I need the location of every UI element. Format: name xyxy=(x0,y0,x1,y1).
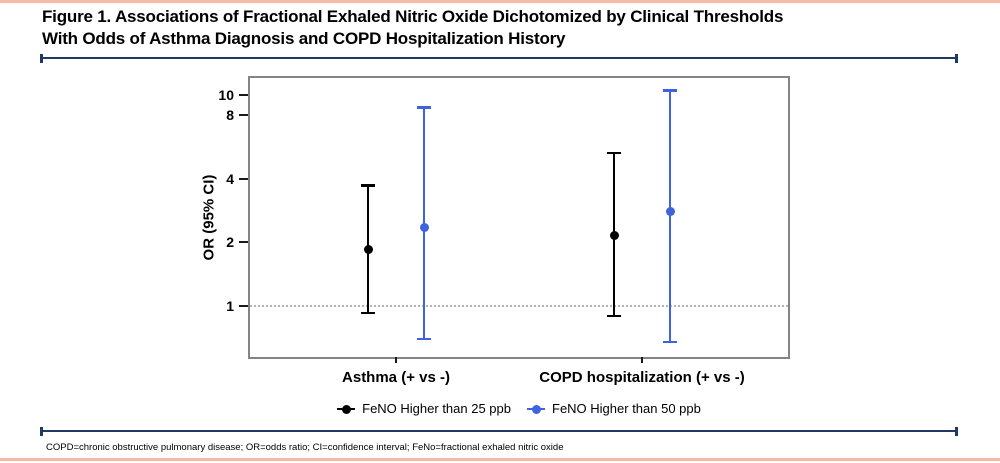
rule-endcap-right xyxy=(955,54,958,63)
rule-endcap-left xyxy=(40,427,43,436)
legend-label: FeNO Higher than 25 ppb xyxy=(362,401,511,416)
ci-upper-cap xyxy=(607,151,621,155)
bottom-accent-strip xyxy=(0,458,1000,461)
reference-line-or1 xyxy=(250,304,788,307)
odds-ratio-point xyxy=(665,206,675,216)
figure-title-line2: With Odds of Asthma Diagnosis and COPD H… xyxy=(42,29,566,48)
y-tick-label: 2 xyxy=(226,234,234,251)
odds-ratio-point xyxy=(419,222,429,232)
x-tick-mark xyxy=(641,357,643,363)
odds-ratio-point xyxy=(363,244,373,254)
figure-title-line1: Figure 1. Associations of Fractional Exh… xyxy=(42,7,784,26)
odds-ratio-point xyxy=(609,230,619,240)
category-label: COPD hospitalization (+ vs -) xyxy=(539,369,745,386)
ci-upper-cap xyxy=(361,184,375,187)
y-tick-mark xyxy=(239,304,248,307)
ci-lower-cap xyxy=(417,338,431,341)
legend-label: FeNO Higher than 50 ppb xyxy=(552,401,701,416)
y-tick-label: 10 xyxy=(218,86,234,103)
legend-marker-dot xyxy=(341,404,351,414)
ci-upper-cap xyxy=(663,89,677,92)
ci-lower-cap xyxy=(663,340,677,344)
legend-item: FeNO Higher than 50 ppb xyxy=(527,401,701,417)
ci-upper-cap xyxy=(417,106,431,109)
plot-border xyxy=(248,76,790,359)
ci-lower-cap xyxy=(607,314,621,318)
rule-endcap-left xyxy=(40,54,43,63)
y-tick-mark xyxy=(239,93,248,96)
pointrange-marker-icon xyxy=(527,403,545,415)
forest-plot-area: 1 2 4 8 10 Asthma (+ vs -) COPD hospitalizatio… xyxy=(218,76,790,386)
title-divider-rule xyxy=(40,54,958,63)
category-label: Asthma (+ vs -) xyxy=(342,369,450,386)
chart-legend: FeNO Higher than 25 ppb FeNO Higher than … xyxy=(250,399,788,419)
pointrange-marker-icon xyxy=(337,403,356,415)
y-tick-label: 1 xyxy=(226,297,234,314)
legend-marker-dot xyxy=(531,404,541,414)
rule-endcap-right xyxy=(955,427,958,436)
y-tick-mark xyxy=(239,114,248,117)
ci-whisker-line xyxy=(668,90,672,343)
y-tick-label: 4 xyxy=(226,170,234,187)
legend-item: FeNO Higher than 25 ppb xyxy=(337,401,511,417)
y-tick-label: 8 xyxy=(226,107,234,124)
abbreviations-footnote: COPD=chronic obstructive pulmonary disea… xyxy=(46,442,564,453)
y-axis-title: OR (95% CI) xyxy=(200,174,218,261)
ci-lower-cap xyxy=(361,311,375,315)
y-tick-mark xyxy=(239,241,248,244)
figure-title: Figure 1. Associations of Fractional Exh… xyxy=(42,6,972,50)
top-accent-strip xyxy=(0,0,1000,3)
footnote-divider-rule xyxy=(40,427,958,436)
x-tick-mark xyxy=(395,357,397,363)
y-tick-mark xyxy=(239,177,248,180)
